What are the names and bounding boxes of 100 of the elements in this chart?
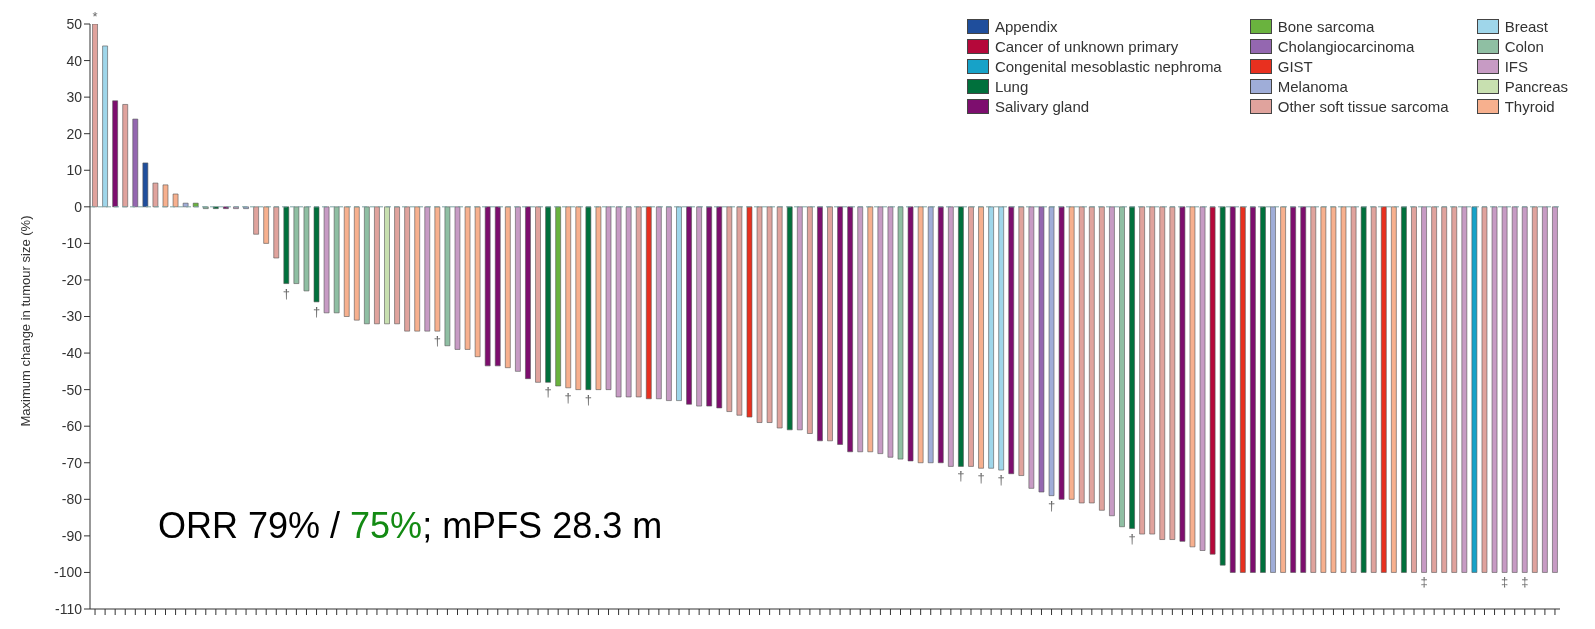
- bar: [1441, 206, 1447, 573]
- data-label: ‡: [1500, 574, 1509, 590]
- bar: [253, 206, 259, 235]
- y-axis-title: Maximum change in tumour size (%): [17, 215, 33, 427]
- bar: [1099, 206, 1105, 511]
- legend-label: Congenital mesoblastic nephroma: [994, 57, 1222, 75]
- bar: [1401, 206, 1407, 573]
- bar: [263, 206, 269, 244]
- bar: [1189, 206, 1196, 548]
- bar: [1250, 206, 1256, 573]
- bar: [1310, 206, 1317, 573]
- bar: [555, 206, 561, 387]
- bar: [1139, 206, 1145, 535]
- bar: [968, 206, 974, 467]
- bar: [494, 206, 501, 367]
- bar: [92, 24, 98, 208]
- bar: [1280, 206, 1286, 573]
- bar: [1552, 206, 1558, 573]
- bar: [1431, 206, 1437, 573]
- bar: [273, 206, 280, 259]
- bar: [1461, 206, 1468, 573]
- bar: [756, 206, 763, 423]
- bar: [877, 206, 884, 454]
- bar: [615, 206, 622, 398]
- bar: [1149, 206, 1156, 535]
- bar: [303, 206, 310, 292]
- bar: [444, 206, 451, 347]
- bar: [726, 206, 733, 412]
- data-label: †: [1128, 530, 1136, 546]
- bar: [122, 104, 129, 208]
- y-tick-label: -80: [61, 491, 83, 508]
- bar: [1521, 206, 1528, 573]
- bar: [605, 206, 612, 390]
- y-tick-label: -70: [61, 454, 83, 471]
- legend-label: Other soft tissue sarcoma: [1277, 97, 1449, 115]
- bar: [1229, 206, 1236, 573]
- bar: [283, 206, 290, 284]
- bar: [948, 206, 954, 467]
- bar: [575, 206, 582, 390]
- bar: [1290, 206, 1296, 573]
- bar: [1209, 206, 1216, 555]
- bar: [102, 45, 108, 208]
- y-tick-label: -30: [61, 308, 83, 325]
- bar: [847, 206, 853, 453]
- bar: [535, 206, 541, 383]
- data-label: †: [564, 389, 572, 405]
- bar: [746, 206, 753, 418]
- bar: [404, 206, 410, 332]
- bar: [837, 206, 843, 445]
- y-tick-label: -50: [61, 381, 83, 398]
- legend-label: GIST: [1277, 57, 1313, 75]
- bar: [917, 206, 924, 464]
- bar: [1129, 206, 1135, 529]
- legend-label: Thyroid: [1504, 97, 1555, 115]
- data-label: †: [957, 468, 965, 484]
- bar: [1370, 206, 1377, 573]
- legend-label: Appendix: [994, 17, 1058, 35]
- bar: [1340, 206, 1347, 573]
- bar: [988, 206, 994, 469]
- data-label: †: [544, 384, 552, 400]
- data-label: ‡: [1420, 574, 1428, 590]
- bar: [1058, 206, 1065, 500]
- bar: [1008, 206, 1015, 475]
- bar: [958, 206, 964, 467]
- bar: [112, 100, 118, 208]
- bar: [1179, 206, 1186, 542]
- bar: [1491, 206, 1498, 573]
- bar: [1109, 206, 1115, 517]
- bar: [464, 206, 471, 350]
- legend-label: Cholangiocarcinoma: [1277, 37, 1415, 55]
- bar: [585, 206, 592, 390]
- y-tick-label: -10: [61, 235, 83, 252]
- y-tick-label: 0: [74, 198, 83, 215]
- bar: [394, 206, 400, 325]
- bar: [666, 206, 672, 401]
- bar: [1330, 206, 1337, 573]
- bar: [686, 206, 692, 405]
- bar: [565, 206, 572, 389]
- bar: [1411, 206, 1417, 573]
- bar: [937, 206, 944, 464]
- bar: [786, 206, 793, 431]
- legend-label: Melanoma: [1277, 77, 1348, 95]
- bar: [142, 162, 149, 208]
- bar: [736, 206, 743, 416]
- bar: [1451, 206, 1458, 573]
- bar: [434, 206, 441, 332]
- y-tick-label: -40: [61, 345, 83, 362]
- bar: [1391, 206, 1397, 573]
- bar: [1048, 206, 1055, 496]
- bar: [162, 184, 169, 208]
- legend-label: IFS: [1504, 57, 1528, 75]
- bar: [817, 206, 823, 442]
- bar: [998, 206, 1004, 471]
- bar: [1320, 206, 1327, 573]
- legend-label: Cancer of unknown primary: [994, 37, 1179, 55]
- bar: [474, 206, 481, 358]
- bar: [343, 206, 350, 317]
- legend-label: Breast: [1504, 17, 1548, 35]
- y-tick-label: 40: [66, 52, 83, 69]
- bar: [867, 206, 874, 453]
